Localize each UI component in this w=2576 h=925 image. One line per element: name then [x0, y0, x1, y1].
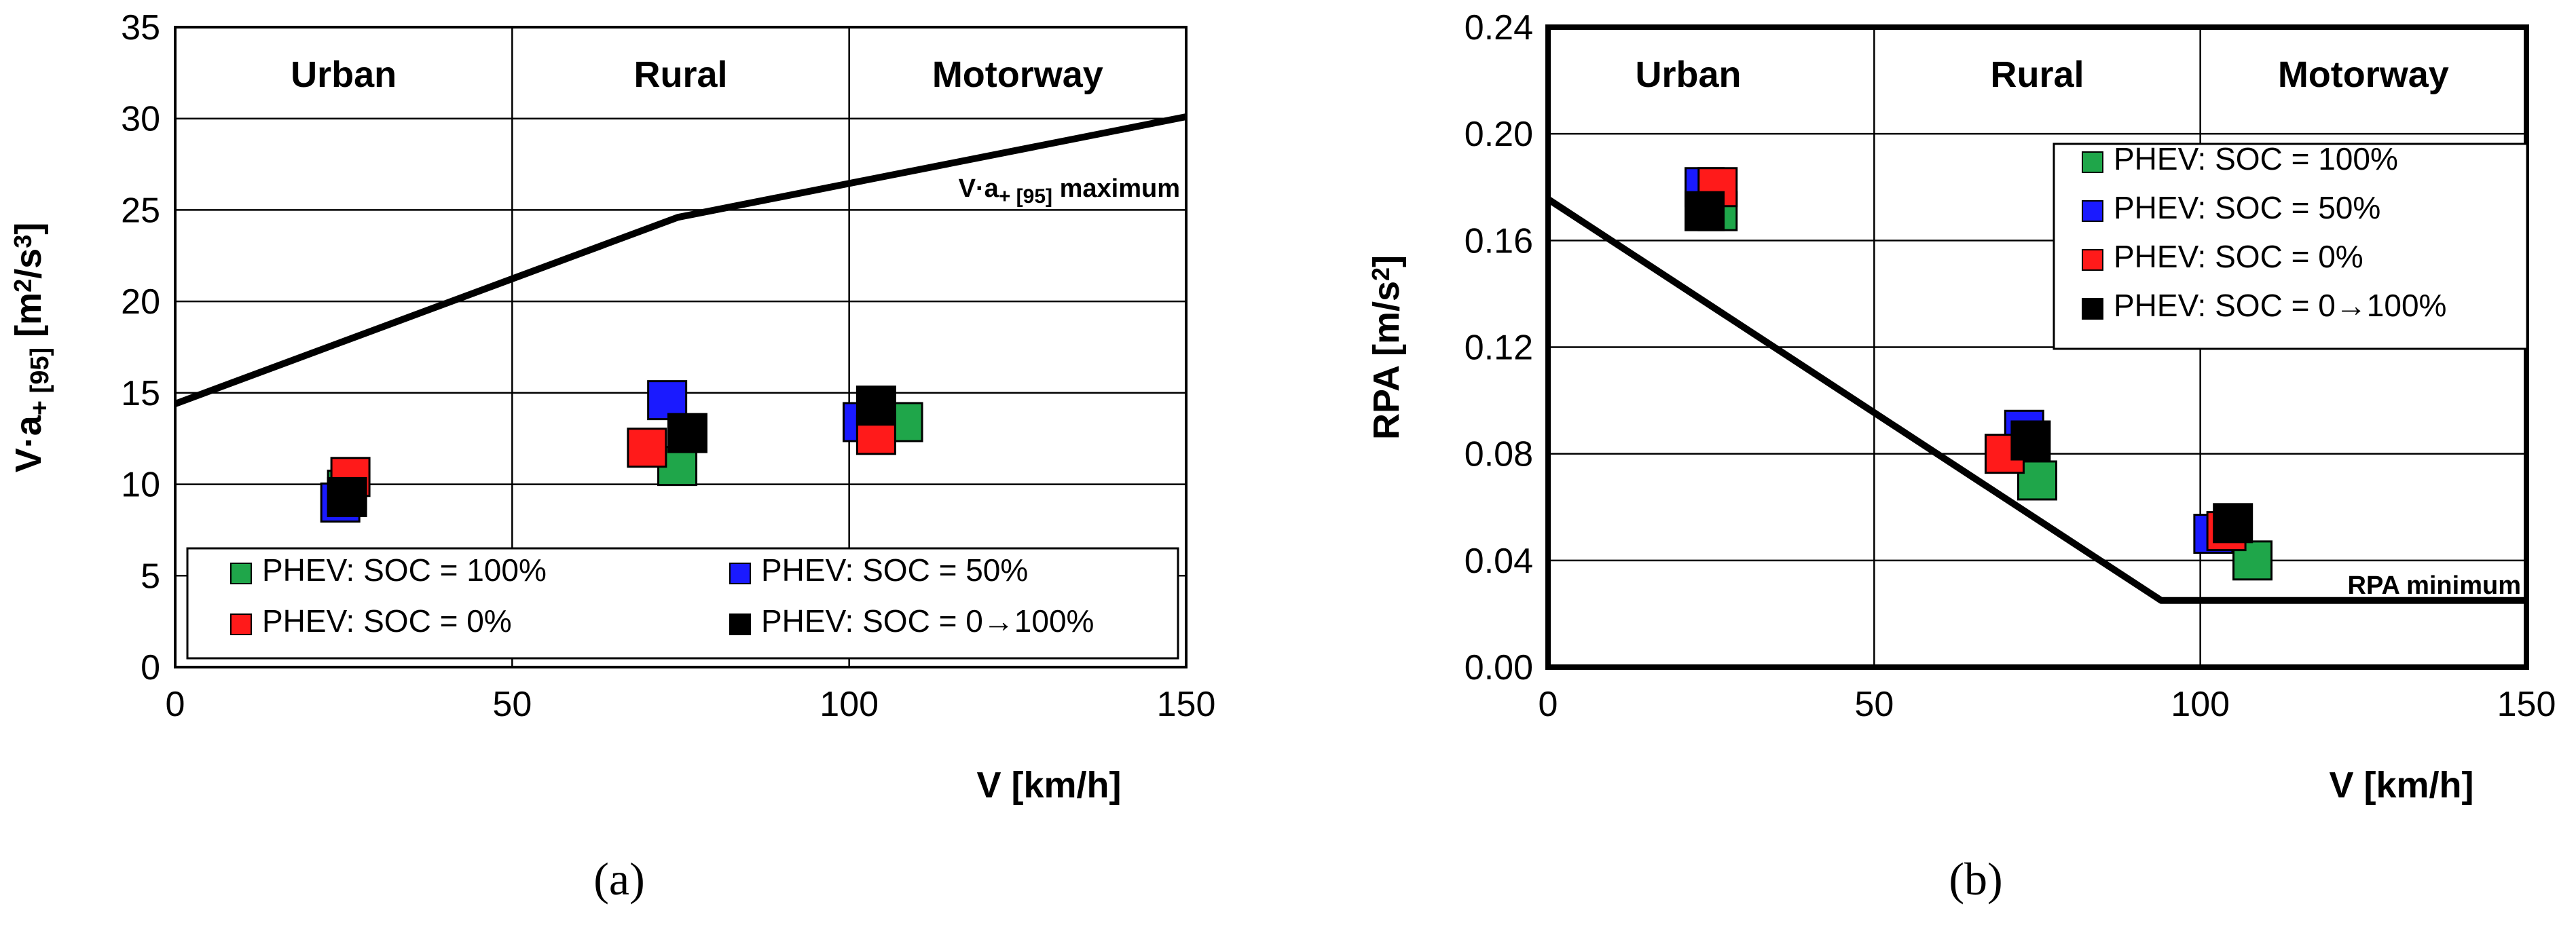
chart-a: 0 5 10 15 20 25 30 35 0 50 100 150 Urban Rural Motorwa… — [8, 8, 1215, 905]
region-label-urban: Urban — [1636, 54, 1742, 95]
marker-black-0 — [327, 476, 367, 517]
x-axis-title: V [km/h] — [976, 765, 1121, 806]
y-tick-label: 10 — [121, 466, 160, 505]
region-label-rural: Rural — [1990, 54, 2084, 95]
panel-caption: (a) — [593, 853, 644, 905]
legend-label: PHEV: SOC = 0% — [262, 603, 512, 639]
y-axis-title: V·a+ [95] [m2/s3] — [8, 223, 54, 472]
legend-swatch-blue — [2082, 200, 2103, 222]
legend-swatch-black — [729, 613, 751, 635]
legend-box — [186, 547, 1179, 660]
marker-black-2 — [2213, 503, 2253, 544]
marker-black-1 — [667, 413, 707, 453]
y-tick-label: 30 — [121, 100, 160, 139]
legend-label: PHEV: SOC = 0→100% — [761, 603, 1094, 639]
marker-green-1 — [2017, 460, 2057, 501]
y-tick-label: 20 — [121, 282, 160, 322]
region-label-motorway: Motorway — [932, 54, 1103, 95]
y-tick-label: 0.20 — [1465, 115, 1533, 154]
y-tick-label: 5 — [141, 556, 160, 596]
x-tick-label: 150 — [2497, 685, 2556, 724]
y-tick-label: 0.16 — [1465, 221, 1533, 261]
x-tick-label: 150 — [1157, 685, 1216, 724]
y-tick-label: 0 — [141, 648, 160, 687]
legend-label: PHEV: SOC = 0→100% — [2114, 288, 2446, 323]
marker-black-0 — [1685, 191, 1725, 231]
legend-label: PHEV: SOC = 100% — [262, 552, 547, 588]
marker-black-1 — [2010, 420, 2051, 461]
legend-swatch-black — [2082, 298, 2103, 320]
y-axis-title: RPA [m/s2] — [1366, 255, 1407, 440]
legend-label: PHEV: SOC = 50% — [761, 552, 1028, 588]
region-label-motorway: Motorway — [2278, 54, 2449, 95]
x-tick-label: 50 — [1854, 685, 1894, 724]
panel-caption: (b) — [1949, 853, 2002, 905]
x-axis-title: V [km/h] — [2329, 765, 2473, 806]
legend-label: PHEV: SOC = 100% — [2114, 141, 2398, 176]
marker-black-2 — [855, 385, 896, 426]
x-tick-label: 100 — [820, 685, 879, 724]
plot-area — [174, 26, 1188, 668]
limit-line — [1546, 196, 2526, 604]
limit-line-label: V·a+ [95] maximum — [959, 174, 1180, 208]
y-tick-label: 15 — [121, 374, 160, 413]
y-tick-label: 25 — [121, 191, 160, 230]
y-tick-label: 0.24 — [1465, 8, 1533, 48]
x-tick-label: 0 — [166, 685, 185, 724]
y-tick-label: 0.12 — [1465, 328, 1533, 368]
legend-box — [2053, 143, 2528, 350]
legend-swatch-green — [230, 563, 252, 584]
limit-line — [174, 113, 1187, 407]
legend-label: PHEV: SOC = 0% — [2114, 239, 2363, 274]
limit-line-label: RPA minimum — [2348, 571, 2521, 600]
y-tick-label: 0.08 — [1465, 435, 1533, 474]
region-label-rural: Rural — [633, 54, 727, 95]
y-tick-label: 0.04 — [1465, 542, 1533, 581]
legend-swatch-green — [2082, 151, 2103, 173]
y-tick-label: 0.00 — [1465, 648, 1533, 687]
legend-label: PHEV: SOC = 50% — [2114, 190, 2380, 225]
region-label-urban: Urban — [291, 54, 397, 95]
legend-swatch-red — [2082, 249, 2103, 271]
x-tick-label: 100 — [2171, 685, 2230, 724]
x-tick-label: 0 — [1539, 685, 1558, 724]
x-tick-label: 50 — [492, 685, 532, 724]
marker-red-1 — [627, 428, 667, 468]
chart-b: 0.00 0.04 0.08 0.12 0.16 0.20 0.24 0 50 100 150 Urb… — [1366, 8, 2556, 905]
marker-blue-1 — [647, 380, 688, 421]
legend-swatch-red — [230, 613, 252, 635]
legend-swatch-blue — [729, 563, 751, 584]
y-tick-label: 35 — [121, 8, 160, 48]
